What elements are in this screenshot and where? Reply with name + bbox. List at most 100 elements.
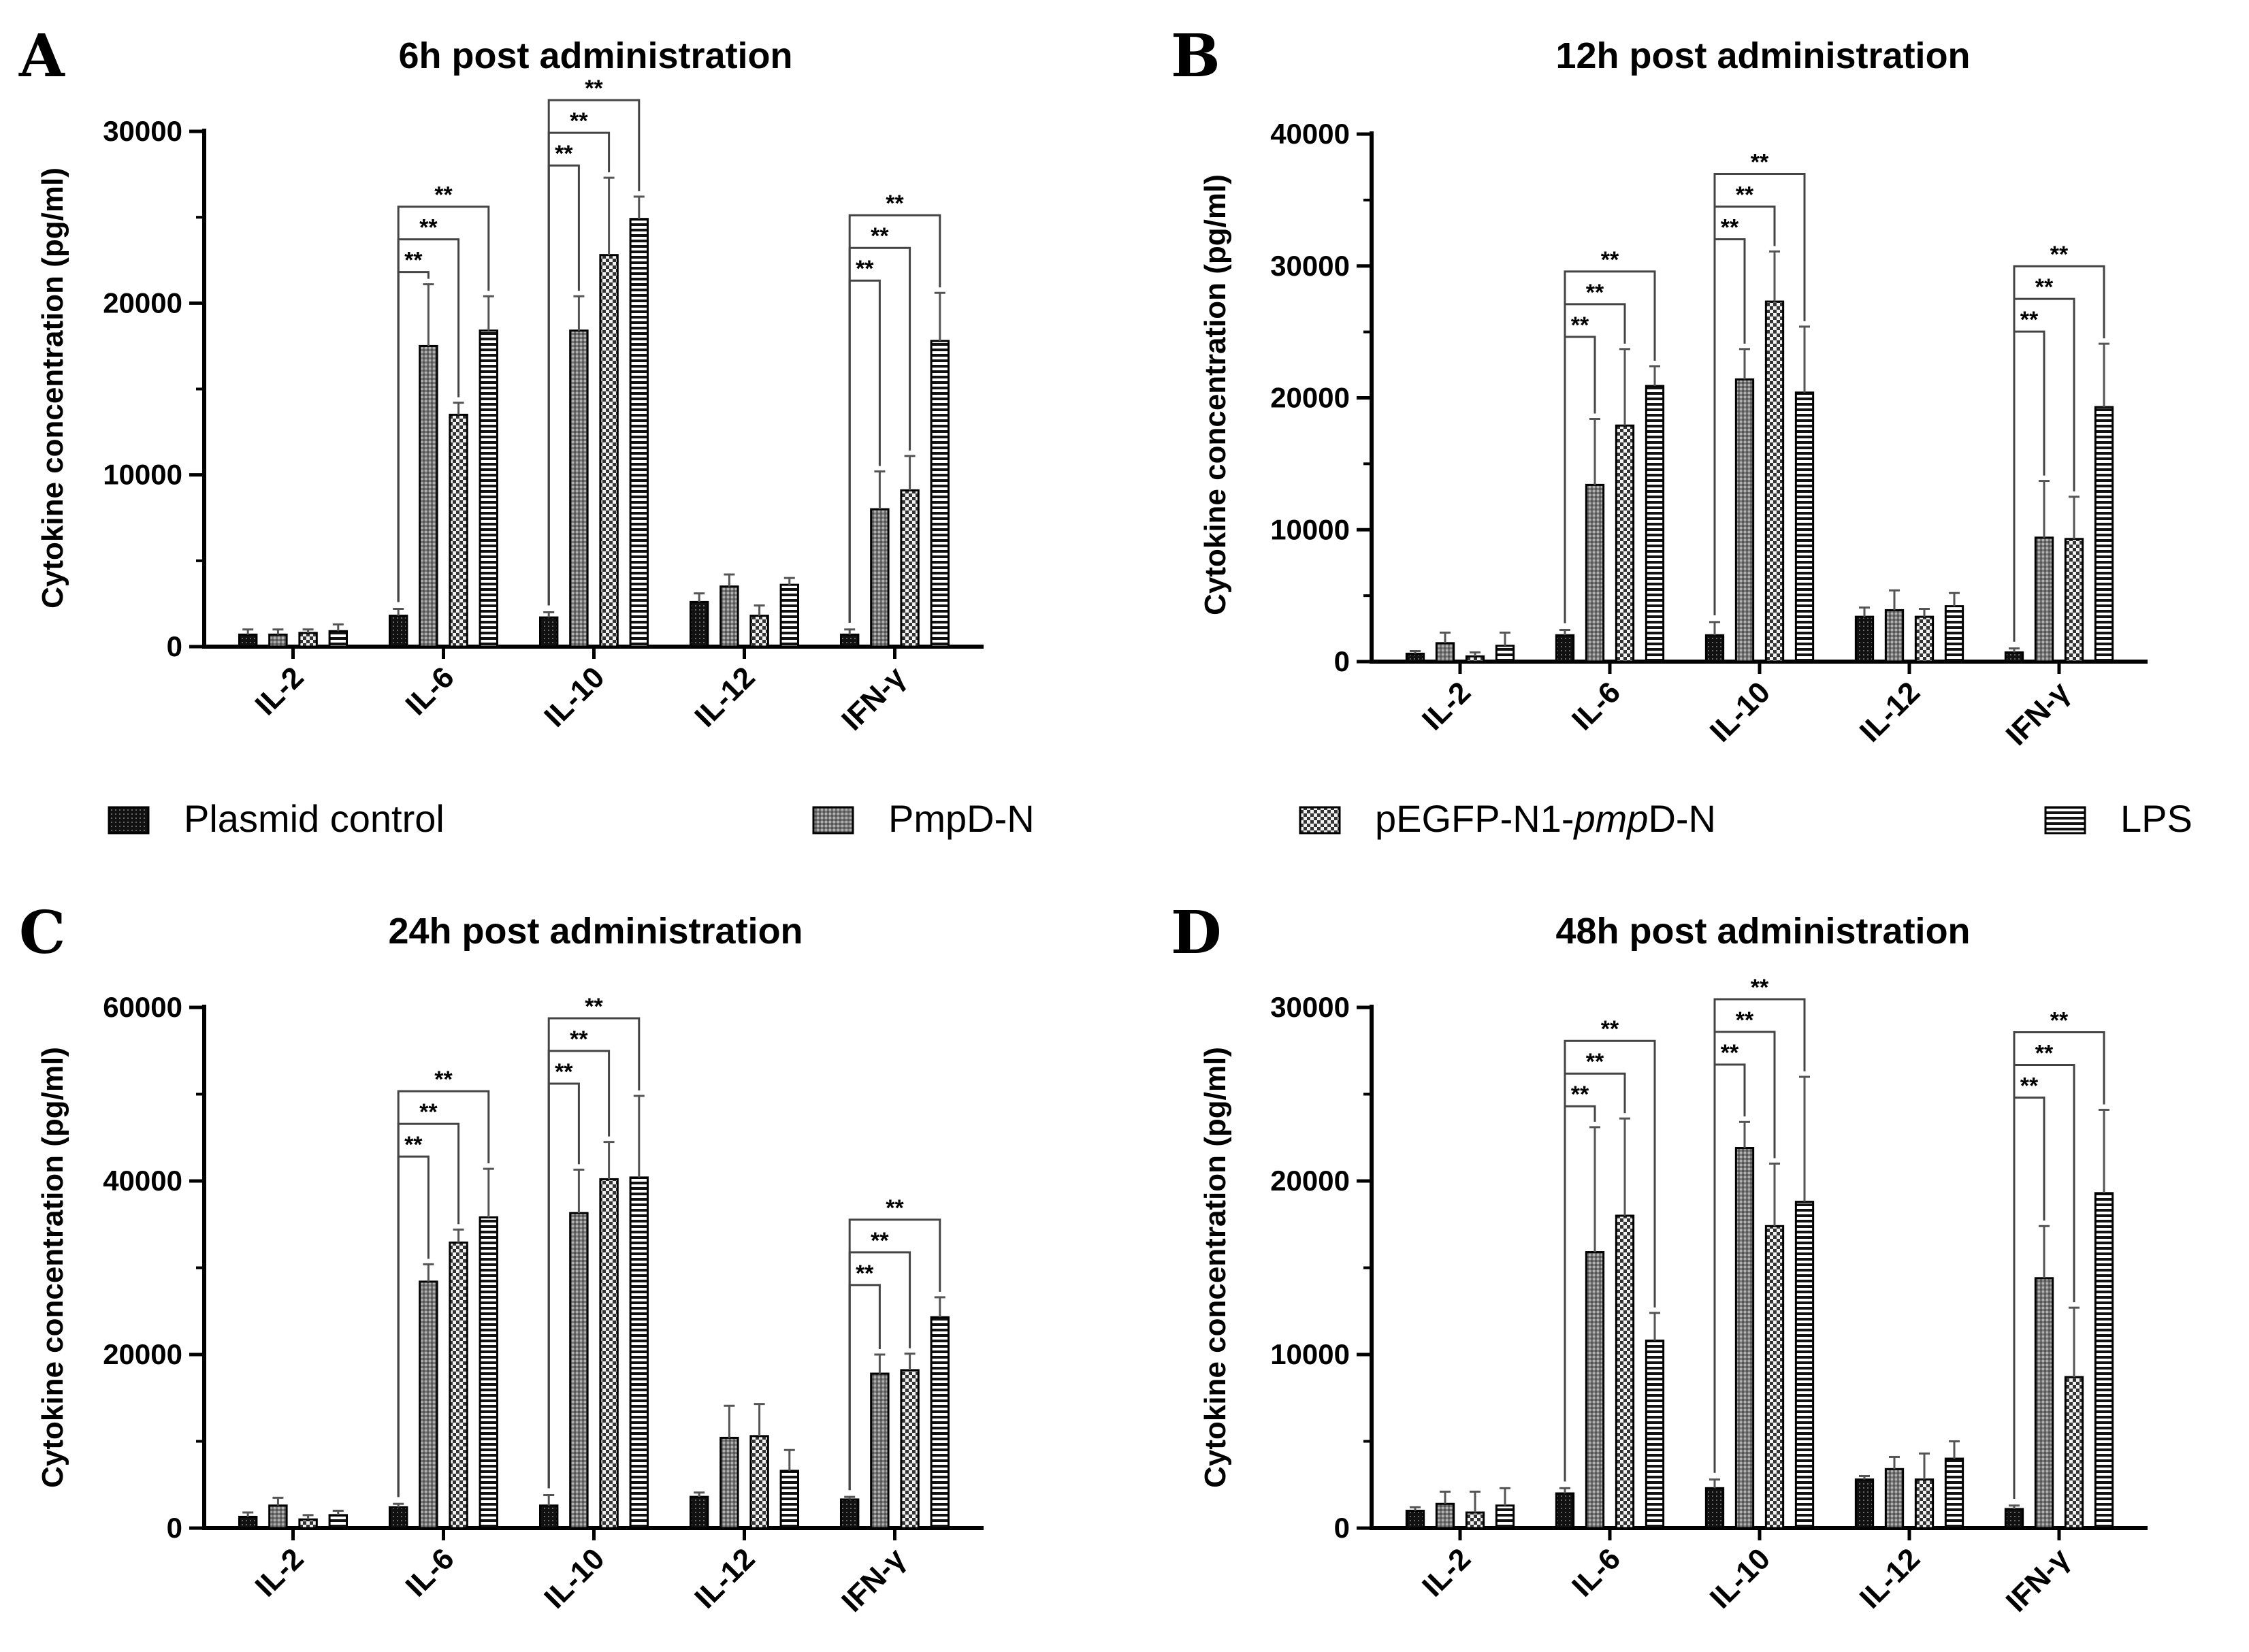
panel-d-x-tick-label: IL-6 <box>1566 1542 1627 1603</box>
panel-a-x-tick-label: IL-10 <box>538 660 611 733</box>
panel-c-bar-il-12-pegfp-n1-pmpd-n <box>749 1435 769 1529</box>
panel-d-bar-il-10-pmpd-n <box>1734 1147 1755 1529</box>
panel-a-sig-il-6-pegfp-n1-pmpd-n-label: ** <box>419 215 438 241</box>
panel-d-letter: D <box>1171 898 1222 967</box>
panel-d-bar-il-12-lps <box>1944 1457 1964 1529</box>
panel-b-sig-il-10-pegfp-n1-pmpd-n-label: ** <box>1736 182 1754 208</box>
panel-c-bar-il-10-pmpd-n <box>569 1212 589 1529</box>
panel-c-sig-ifn-pegfp-n1-pmpd-n-label: ** <box>871 1228 889 1254</box>
panel-a-bar-il-2-lps <box>328 630 349 648</box>
panel-d-bar-ifn-pegfp-n1-pmpd-n <box>2064 1376 2084 1529</box>
panel-d-sig-il-10-lps-bracket <box>1713 998 1806 1473</box>
panel-b-sig-il-10-lps-bracket <box>1713 172 1806 615</box>
panel-b-y-tick-label: 10000 <box>1270 513 1350 545</box>
panel-d-bar-il-6-pegfp-n1-pmpd-n <box>1615 1214 1635 1529</box>
panel-c-y-tick-label: 0 <box>167 1512 182 1544</box>
panel-a-sig-ifn-pegfp-n1-pmpd-n-label: ** <box>871 223 889 249</box>
panel-d-bar-il-10-pegfp-n1-pmpd-n <box>1764 1225 1785 1529</box>
panel-d-sig-ifn-pegfp-n1-pmpd-n-label: ** <box>2035 1040 2054 1066</box>
panel-d-sig-ifn-lps-label: ** <box>2050 1007 2069 1033</box>
panel-d-x-tick-label: IL-10 <box>1704 1542 1777 1615</box>
panel-d-sig-il-6-pmpd-n-label: ** <box>1571 1082 1589 1107</box>
panel-d-bar-il-12-plasmid-control <box>1854 1478 1875 1529</box>
figure-legend: Plasmid control PmpD-N pEGFP-N1-pmpD-N LPS <box>108 797 2193 840</box>
panel-c-bar-il-6-pegfp-n1-pmpd-n <box>449 1242 468 1529</box>
panel-d-title: 48h post administration <box>1555 911 1970 952</box>
panel-b-bar-il-2-pmpd-n <box>1435 642 1455 663</box>
panel-b-sig-ifn-lps-bracket <box>2013 265 2105 642</box>
panel-d-x-tick-label: IL-12 <box>1854 1542 1926 1615</box>
panel-b-sig-il-10-pmpd-n-label: ** <box>1721 214 1739 240</box>
panel-b-bar-il-6-plasmid-control <box>1555 634 1575 663</box>
panel-c-x-tick-label: IFN-γ <box>835 1542 912 1619</box>
panel-b-bar-il-10-pmpd-n <box>1734 378 1755 663</box>
panel-a-bar-ifn-plasmid-control <box>839 633 860 648</box>
panel-c-bar-il-2-pegfp-n1-pmpd-n <box>298 1518 318 1529</box>
panel-a-bar-il-12-pegfp-n1-pmpd-n <box>749 615 769 648</box>
panel-b-y-tick-label: 30000 <box>1270 250 1350 282</box>
panel-d-sig-ifn-pmpd-n-label: ** <box>2020 1073 2039 1099</box>
panel-a-sig-il-10-lps-label: ** <box>585 76 603 101</box>
panel-c-bar-il-2-plasmid-control <box>238 1515 258 1529</box>
panel-d-sig-il-6-lps-label: ** <box>1601 1016 1619 1042</box>
panel-a-bar-il-12-plasmid-control <box>689 600 709 648</box>
panel-c-y-axis-label: Cytokine concentration (pg/ml) <box>36 1047 69 1488</box>
panel-a-y-tick-label: 10000 <box>103 459 182 491</box>
panel-b-bar-il-6-pmpd-n <box>1585 483 1605 663</box>
legend-swatch-pegfp <box>1299 806 1341 835</box>
panel-d-bar-il-2-pegfp-n1-pmpd-n <box>1465 1511 1485 1529</box>
panel-b-chart: B 12h post administration Cytokine concent… <box>1171 22 2148 752</box>
panel-c-sig-il-10-pegfp-n1-pmpd-n-label: ** <box>570 1026 588 1052</box>
panel-c-bar-il-2-lps <box>328 1514 349 1529</box>
panel-a-bar-ifn-pegfp-n1-pmpd-n <box>900 489 920 648</box>
panel-d-x-tick-label: IFN-γ <box>2000 1542 2077 1619</box>
panel-d-bar-il-10-plasmid-control <box>1704 1487 1725 1529</box>
panel-b-letter: B <box>1171 22 1220 91</box>
panel-c-bar-ifn-pmpd-n <box>870 1372 890 1529</box>
panel-a-x-tick-label: IL-2 <box>249 660 310 722</box>
panel-d-bar-il-6-pmpd-n <box>1585 1251 1605 1529</box>
panel-b-x-tick-label: IL-12 <box>1854 675 1926 748</box>
legend-swatch-lps <box>2044 806 2086 835</box>
panel-a-bar-ifn-pmpd-n <box>870 508 890 648</box>
panel-c-sig-il-10-pmpd-n-label: ** <box>555 1059 573 1085</box>
legend-label-lps: LPS <box>2120 797 2193 840</box>
panel-c-chart: C 24h post administration Cytokine concent… <box>19 898 984 1619</box>
panel-c-sig-il-6-pegfp-n1-pmpd-n-label: ** <box>419 1099 438 1125</box>
panel-c-x-tick-label: IL-12 <box>688 1542 761 1615</box>
panel-a-letter: A <box>18 22 65 91</box>
panel-c-sig-il-10-lps-label: ** <box>585 994 603 1020</box>
panel-b-sig-ifn-pegfp-n1-pmpd-n-label: ** <box>2035 274 2054 300</box>
panel-a-bar-il-2-plasmid-control <box>238 633 258 648</box>
panel-b-bar-il-12-pegfp-n1-pmpd-n <box>1914 615 1935 663</box>
legend-swatch-pmpd <box>812 806 854 835</box>
panel-d-bar-il-6-lps <box>1645 1340 1665 1529</box>
panel-a-bar-il-6-lps <box>479 329 499 648</box>
panel-c-sig-il-6-lps-label: ** <box>434 1067 453 1092</box>
panel-a-y-tick-label: 20000 <box>103 287 182 319</box>
legend-label-pmpd: PmpD-N <box>888 797 1035 840</box>
panel-c-bar-il-12-pmpd-n <box>719 1436 739 1529</box>
panel-a-bar-il-2-pegfp-n1-pmpd-n <box>298 632 318 648</box>
panel-d-bar-il-2-pmpd-n <box>1435 1502 1455 1529</box>
panel-d-y-tick-label: 30000 <box>1270 991 1350 1023</box>
panel-d-sig-il-10-pegfp-n1-pmpd-n-label: ** <box>1736 1007 1754 1033</box>
panel-c-y-tick-label: 60000 <box>103 991 182 1023</box>
panel-b-bar-ifn-plasmid-control <box>2004 651 2024 663</box>
panel-a-sig-il-10-pegfp-n1-pmpd-n-label: ** <box>570 108 588 134</box>
panel-a-bar-il-10-pegfp-n1-pmpd-n <box>599 254 619 648</box>
panel-b-bar-il-6-pegfp-n1-pmpd-n <box>1615 424 1635 663</box>
panel-a-bar-il-10-lps <box>629 218 649 648</box>
panel-b-x-tick-label: IL-10 <box>1704 675 1777 748</box>
panel-a-sig-il-10-pmpd-n-label: ** <box>555 141 573 167</box>
panel-d-sig-il-10-pmpd-n-label: ** <box>1721 1040 1739 1066</box>
panel-a-title: 6h post administration <box>398 35 792 76</box>
panel-d-sig-il-10-lps-label: ** <box>1751 975 1769 1001</box>
panel-a-bar-il-2-pmpd-n <box>268 633 288 648</box>
panel-a-y-axis-label: Cytokine concentration (pg/ml) <box>36 167 69 609</box>
panel-a-sig-il-6-lps-label: ** <box>434 182 453 208</box>
legend-swatch-control <box>108 806 150 835</box>
panel-d-y-tick-label: 20000 <box>1270 1165 1350 1197</box>
panel-b-bar-ifn-pmpd-n <box>2034 536 2054 663</box>
